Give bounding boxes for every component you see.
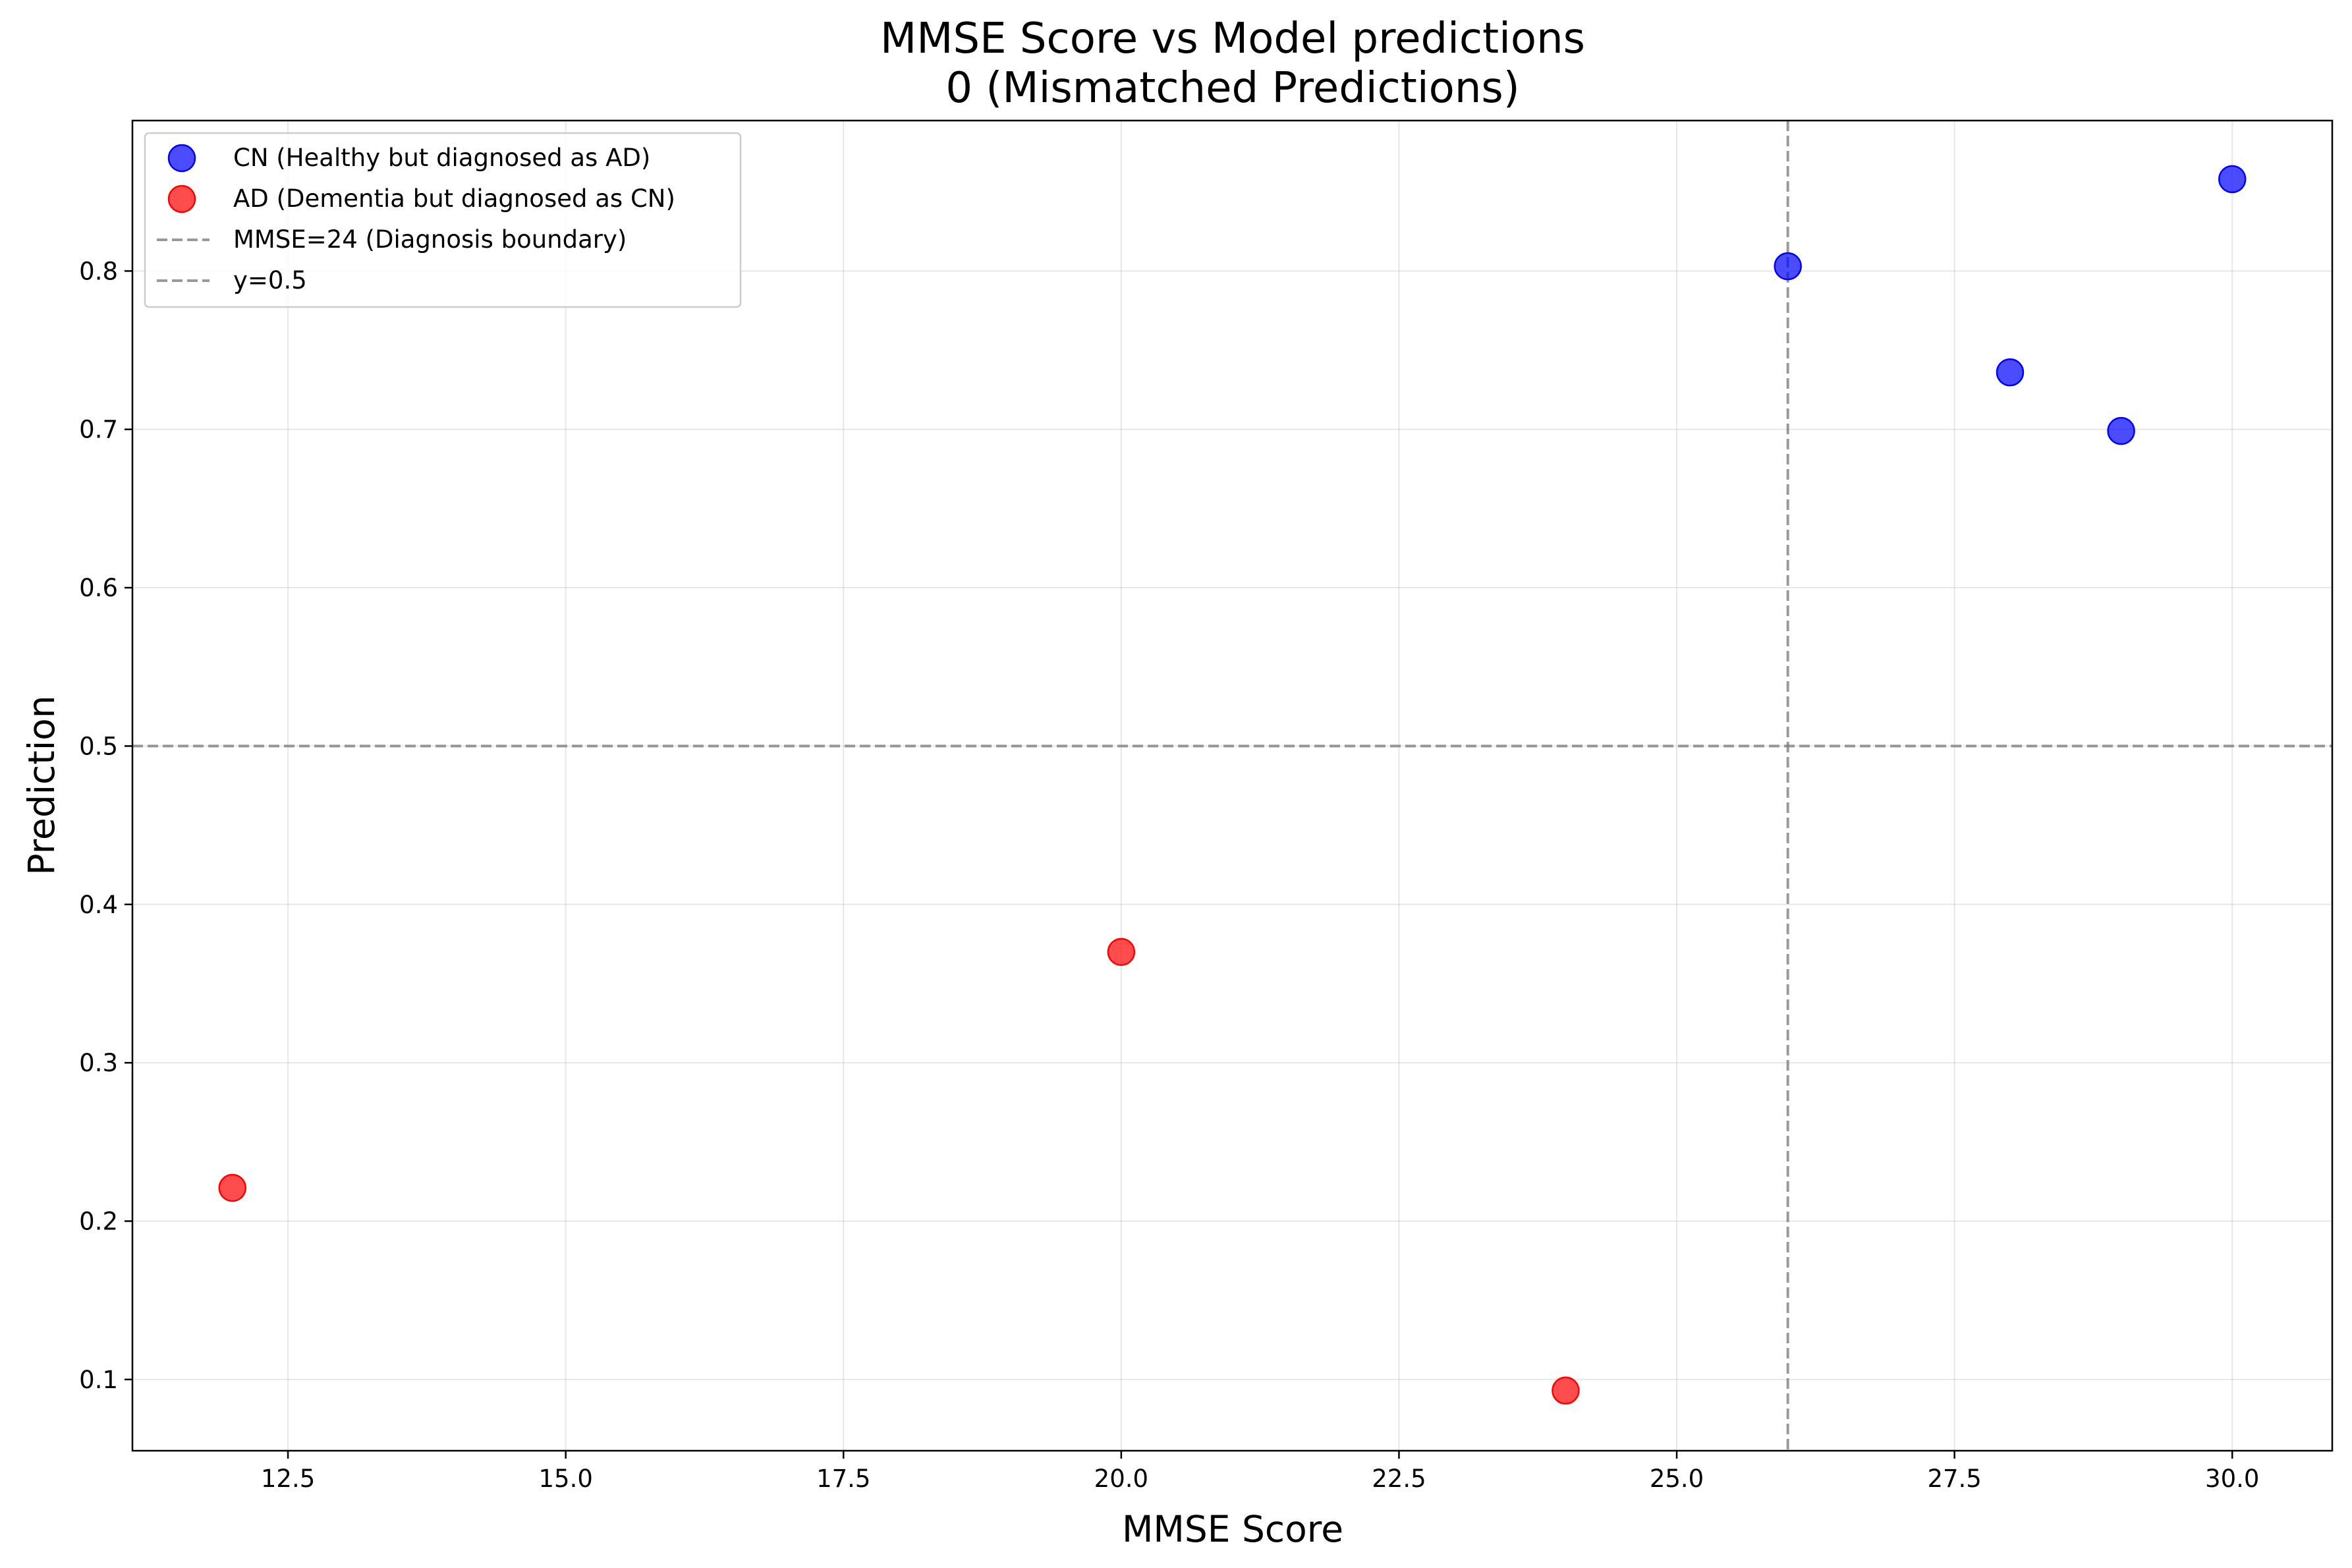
legend-box xyxy=(144,132,742,308)
x-tick-label: 27.5 xyxy=(1927,1465,1981,1493)
x-tick-label: 12.5 xyxy=(261,1465,315,1493)
legend-label-cn: CN (Healthy but diagnosed as AD) xyxy=(233,144,650,172)
data-point-cn xyxy=(2218,165,2247,194)
y-tick-label: 0.1 xyxy=(79,1366,118,1394)
x-tick-label: 17.5 xyxy=(816,1465,870,1493)
x-axis-ticks: 12.5 15.0 17.5 20.0 22.5 25.0 27.5 30.0 xyxy=(261,1451,2259,1493)
y-tick-label: 0.4 xyxy=(79,891,118,919)
y-tick-label: 0.7 xyxy=(79,416,118,444)
x-tick-label: 30.0 xyxy=(2205,1465,2259,1493)
legend-label-y-half: y=0.5 xyxy=(233,266,307,294)
y-tick-label: 0.5 xyxy=(79,732,118,760)
reference-lines-layer xyxy=(132,121,2332,1451)
chart-title: MMSE Score vs Model predictions xyxy=(880,14,1585,63)
data-point-ad xyxy=(218,1173,247,1202)
legend: CN (Healthy but diagnosed as AD) AD (Dem… xyxy=(144,132,742,308)
y-tick-label: 0.3 xyxy=(79,1049,118,1077)
y-tick-label: 0.6 xyxy=(79,574,118,602)
legend-marker-cn xyxy=(167,144,196,173)
x-axis-label: MMSE Score xyxy=(1122,1508,1343,1550)
data-point-cn xyxy=(2107,416,2135,445)
legend-label-mmse-boundary: MMSE=24 (Diagnosis boundary) xyxy=(233,225,627,254)
x-tick-label: 25.0 xyxy=(1650,1465,1704,1493)
legend-marker-ad xyxy=(167,184,196,213)
x-tick-label: 22.5 xyxy=(1372,1465,1426,1493)
data-point-ad xyxy=(1107,938,1136,966)
data-point-cn xyxy=(1996,358,2025,387)
y-tick-label: 0.8 xyxy=(79,257,118,285)
data-point-cn xyxy=(1774,252,1802,281)
chart-subtitle: 0 (Mismatched Predictions) xyxy=(945,64,1519,113)
points-layer xyxy=(218,165,2247,1405)
y-axis-ticks: 0.1 0.2 0.3 0.4 0.5 0.6 0.7 0.8 xyxy=(79,257,132,1394)
y-axis-label: Prediction xyxy=(20,695,63,875)
grid-layer xyxy=(132,121,2332,1451)
x-tick-label: 15.0 xyxy=(538,1465,592,1493)
legend-label-ad: AD (Dementia but diagnosed as CN) xyxy=(233,184,675,213)
data-point-ad xyxy=(1552,1376,1580,1405)
plot-frame xyxy=(131,119,2334,1452)
x-tick-label: 20.0 xyxy=(1094,1465,1148,1493)
y-tick-label: 0.2 xyxy=(79,1207,118,1235)
